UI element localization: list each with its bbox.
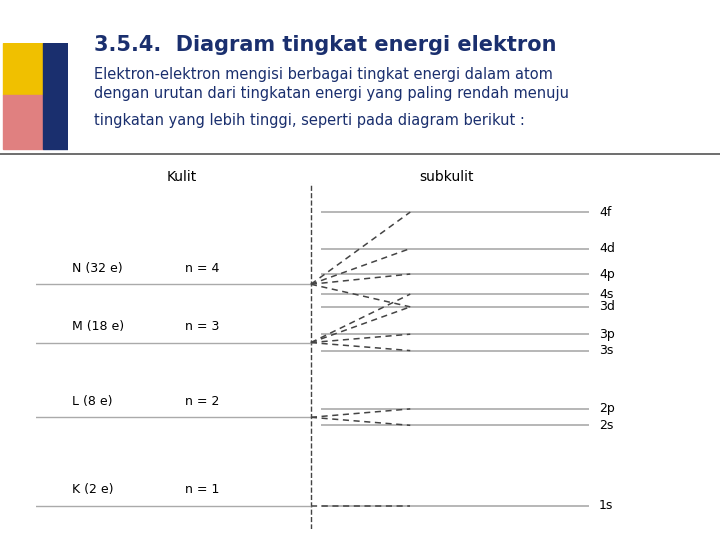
Text: 3s: 3s (599, 344, 613, 357)
Text: 2s: 2s (599, 419, 613, 432)
Bar (4, 43, 43, 95)
Text: n = 2: n = 2 (185, 395, 220, 408)
Text: 4d: 4d (599, 242, 615, 255)
Text: L (8 e): L (8 e) (73, 395, 113, 408)
Text: N (32 e): N (32 e) (73, 262, 123, 275)
Text: n = 3: n = 3 (185, 320, 220, 334)
Text: Kulit: Kulit (166, 171, 197, 185)
Text: M (18 e): M (18 e) (73, 320, 125, 334)
Text: subkulit: subkulit (420, 171, 474, 185)
Text: 4s: 4s (599, 288, 613, 301)
Text: tingkatan yang lebih tinggi, seperti pada diagram berikut :: tingkatan yang lebih tinggi, seperti pad… (94, 113, 524, 129)
Text: 4f: 4f (599, 206, 611, 219)
Bar (4, 95, 43, 149)
Text: 3p: 3p (599, 328, 615, 341)
Text: 3.5.4.  Diagram tingkat energi elektron: 3.5.4. Diagram tingkat energi elektron (94, 35, 556, 55)
Text: Elektron-elektron mengisi berbagai tingkat energi dalam atom: Elektron-elektron mengisi berbagai tingk… (94, 68, 552, 83)
Text: 4p: 4p (599, 267, 615, 281)
Text: 3d: 3d (599, 300, 615, 313)
Text: 2p: 2p (599, 402, 615, 415)
Text: dengan urutan dari tingkatan energi yang paling rendah menuju: dengan urutan dari tingkatan energi yang… (94, 86, 569, 102)
Text: K (2 e): K (2 e) (73, 483, 114, 496)
Bar (43, 43, 68, 149)
Text: n = 4: n = 4 (185, 262, 220, 275)
Text: 1s: 1s (599, 499, 613, 512)
Text: n = 1: n = 1 (185, 483, 220, 496)
